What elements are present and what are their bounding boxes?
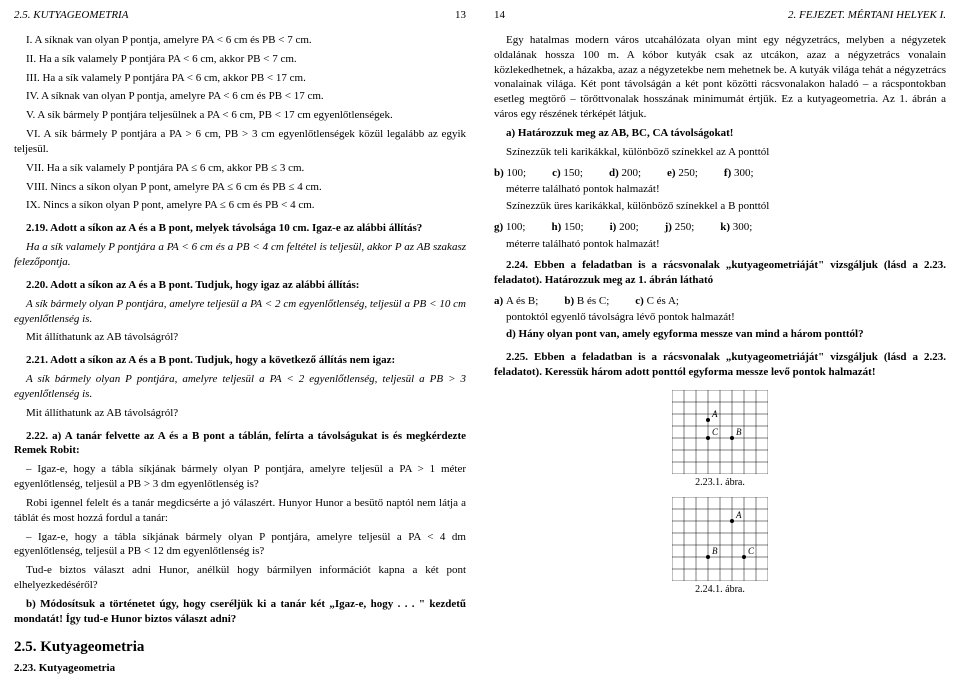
right-p1: Egy hatalmas modern város utcahálózata o… [494,33,946,122]
ex-224-d: d) Hány olyan pont van, amely egyforma m… [494,327,946,342]
figure-224: A B C 2.24.1. ábra. [494,497,946,597]
right-p5: méterre található pontok halmazát! [506,237,946,252]
ex-222-lead: 2.22. a) A tanár felvette az A és a B po… [14,429,466,459]
ex-222-q1: – Igaz-e, hogy a tábla síkjának bármely … [14,462,466,492]
ex-224-lead: 2.24. Ebben a feladatban is a rácsvonala… [494,258,946,288]
option: j) 250; [665,220,695,235]
figure-223: AC B 2.23.1. ábra. [494,390,946,490]
ex-222-end: Tud-e biztos választ adni Hunor, anélkül… [14,563,466,593]
ex-219-lead: 2.19. Adott a síkon az A és a B pont, me… [14,221,466,236]
svg-text:B: B [736,427,742,437]
svg-text:C: C [712,427,719,437]
ex-220-claim: A sík bármely olyan P pontjára, amelyre … [14,297,466,327]
left-page: 2.5. KUTYAGEOMETRIA 13 I. A síknak van o… [14,8,466,636]
item-4: IV. A síknak van olyan P pontja, amelyre… [14,89,466,104]
svg-text:A: A [711,409,718,419]
section-title: 2.5. Kutyageometria [14,637,466,657]
svg-text:C: C [748,546,755,556]
option: e) 250; [667,166,698,181]
ex-221-lead: 2.21. Adott a síkon az A és a B pont. Tu… [14,353,466,368]
option: k) 300; [720,220,752,235]
ex-220-q: Mit állíthatunk az AB távolságról? [14,330,466,345]
ex-219-claim: Ha a sík valamely P pontjára a PA < 6 cm… [14,240,466,270]
figure-224-caption: 2.24.1. ábra. [695,583,745,597]
right-p4: Színezzük üres karikákkal, különböző szí… [494,199,946,214]
right-header: 14 2. FEJEZET. MÉRTANI HELYEK I. [494,8,946,23]
right-a: a) Határozzuk meg az AB, BC, CA távolság… [494,126,946,141]
item-9: IX. Nincs a síkon olyan P pont, amelyre … [14,198,466,213]
ex-222-q2: – Igaz-e, hogy a tábla síkjának bármely … [14,530,466,560]
right-p2: Színezzük teli karikákkal, különböző szí… [494,145,946,160]
ex-223-label: 2.23. Kutyageometria [14,661,466,676]
right-header-page: 14 [494,8,505,23]
ex-224-opts: a) A és B; b) B és C; c) C és A; [494,294,946,309]
option: c) C és A; [635,294,679,309]
ex-220-lead: 2.20. Adott a síkon az A és a B pont. Tu… [14,278,466,293]
option: b) B és C; [564,294,609,309]
option: f) 300; [724,166,754,181]
option: h) 150; [551,220,583,235]
left-header: 2.5. KUTYAGEOMETRIA 13 [14,8,466,23]
item-1: I. A síknak van olyan P pontja, amelyre … [14,33,466,48]
option: g) 100; [494,220,525,235]
figure-223-grid: AC B [672,390,768,474]
ex-222-mid: Robi igennel felelt és a tanár megdicsér… [14,496,466,526]
option: d) 200; [609,166,641,181]
right-header-section: 2. FEJEZET. MÉRTANI HELYEK I. [788,8,946,23]
opts-b: b) 100; c) 150; d) 200; e) 250; f) 300; [494,166,946,181]
svg-text:B: B [712,546,718,556]
ex-221-q: Mit állíthatunk az AB távolságról? [14,406,466,421]
option: i) 200; [610,220,639,235]
right-p3: méterre található pontok halmazát! [506,182,946,197]
ex-224-q: pontoktól egyenlő távolságra lévő pontok… [506,310,946,325]
item-5: V. A sík bármely P pontjára teljesülnek … [14,108,466,123]
opts-g: g) 100; h) 150; i) 200; j) 250; k) 300; [494,220,946,235]
item-2: II. Ha a sík valamely P pontjára PA < 6 … [14,52,466,67]
figure-224-grid: A B C [672,497,768,581]
item-8: VIII. Nincs a síkon olyan P pont, amelyr… [14,180,466,195]
ex-222-b: b) Módosítsuk a történetet úgy, hogy cse… [14,597,466,627]
left-header-section: 2.5. KUTYAGEOMETRIA [14,8,128,23]
ex-225: 2.25. Ebben a feladatban is a rácsvonala… [494,350,946,380]
option: a) A és B; [494,294,538,309]
svg-text:A: A [735,510,742,520]
item-6: VI. A sík bármely P pontjára a PA > 6 cm… [14,127,466,157]
right-page: 14 2. FEJEZET. MÉRTANI HELYEK I. Egy hat… [494,8,946,636]
ex-221-claim: A sík bármely olyan P pontjára, amelyre … [14,372,466,402]
item-3: III. Ha a sík valamely P pontjára PA < 6… [14,71,466,86]
figure-223-caption: 2.23.1. ábra. [695,476,745,490]
left-header-page: 13 [455,8,466,23]
item-7: VII. Ha a sík valamely P pontjára PA ≤ 6… [14,161,466,176]
option: c) 150; [552,166,583,181]
option: b) 100; [494,166,526,181]
